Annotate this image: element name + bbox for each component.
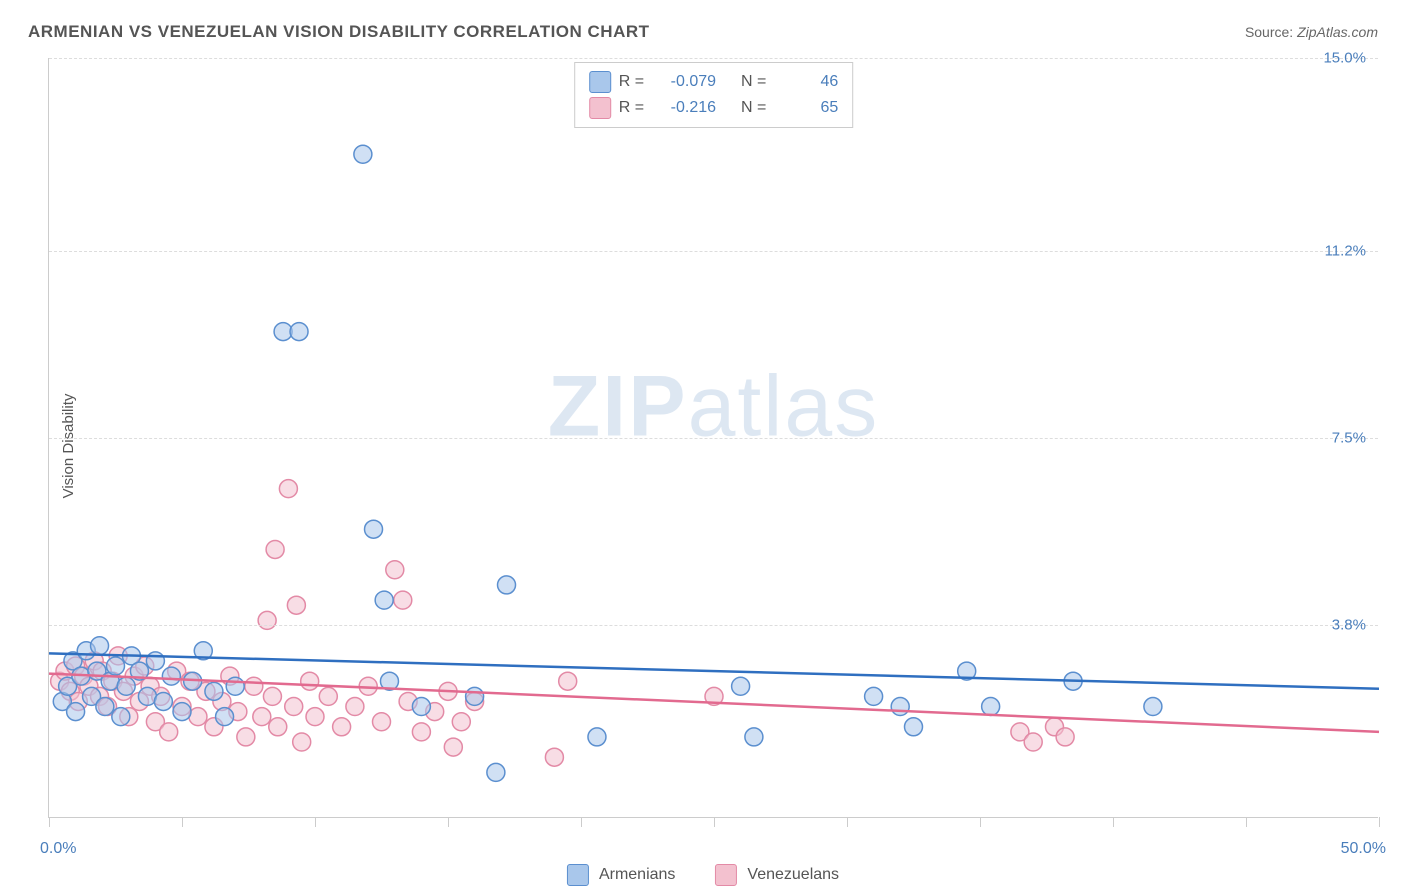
source-attribution: Source: ZipAtlas.com: [1245, 24, 1378, 40]
data-point: [287, 596, 305, 614]
data-point: [293, 733, 311, 751]
data-point: [258, 611, 276, 629]
y-tick-label: 15.0%: [1323, 50, 1366, 67]
data-point: [146, 652, 164, 670]
data-point: [732, 677, 750, 695]
gridline: [49, 438, 1378, 439]
data-point: [412, 723, 430, 741]
data-point: [117, 677, 135, 695]
data-point: [444, 738, 462, 756]
data-point: [333, 718, 351, 736]
y-tick-label: 7.5%: [1332, 430, 1366, 447]
x-axis-max-label: 50.0%: [1341, 840, 1386, 858]
plot-area: ZIPatlas R = -0.079 N = 46 R = -0.216 N …: [48, 58, 1378, 818]
x-tick: [49, 817, 50, 827]
data-point: [745, 728, 763, 746]
data-point: [237, 728, 255, 746]
source-value: ZipAtlas.com: [1297, 24, 1378, 40]
data-point: [982, 698, 1000, 716]
x-axis-min-label: 0.0%: [40, 840, 76, 858]
data-point: [306, 708, 324, 726]
data-point: [173, 703, 191, 721]
x-tick: [1246, 817, 1247, 827]
x-tick: [714, 817, 715, 827]
source-label: Source:: [1245, 24, 1293, 40]
data-point: [386, 561, 404, 579]
x-tick: [182, 817, 183, 827]
data-point: [301, 672, 319, 690]
data-point: [67, 703, 85, 721]
gridline: [49, 625, 1378, 626]
data-point: [319, 687, 337, 705]
data-point: [245, 677, 263, 695]
gridline: [49, 251, 1378, 252]
data-point: [279, 480, 297, 498]
x-tick: [1113, 817, 1114, 827]
data-point: [285, 698, 303, 716]
data-point: [162, 667, 180, 685]
data-point: [96, 698, 114, 716]
legend-item-armenians: Armenians: [567, 864, 675, 886]
x-tick: [448, 817, 449, 827]
data-point: [290, 323, 308, 341]
x-tick: [1379, 817, 1380, 827]
data-point: [1024, 733, 1042, 751]
data-point: [253, 708, 271, 726]
data-point: [365, 520, 383, 538]
series-legend: Armenians Venezuelans: [567, 864, 839, 886]
data-point: [205, 682, 223, 700]
gridline: [49, 58, 1378, 59]
legend-label-venezuelans: Venezuelans: [747, 866, 839, 884]
data-point: [263, 687, 281, 705]
data-point: [394, 591, 412, 609]
data-point: [588, 728, 606, 746]
data-point: [559, 672, 577, 690]
data-point: [545, 748, 563, 766]
data-point: [269, 718, 287, 736]
data-point: [91, 637, 109, 655]
data-point: [891, 698, 909, 716]
data-point: [226, 677, 244, 695]
data-point: [865, 687, 883, 705]
y-tick-label: 11.2%: [1325, 242, 1366, 259]
data-point: [216, 708, 234, 726]
chart-title: ARMENIAN VS VENEZUELAN VISION DISABILITY…: [28, 22, 650, 42]
data-point: [354, 145, 372, 163]
x-tick: [847, 817, 848, 827]
data-point: [346, 698, 364, 716]
x-tick: [315, 817, 316, 827]
x-tick: [980, 817, 981, 827]
data-point: [107, 657, 125, 675]
data-point: [373, 713, 391, 731]
legend-swatch-venezuelans: [715, 864, 737, 886]
data-point: [375, 591, 393, 609]
legend-swatch-armenians: [567, 864, 589, 886]
data-point: [412, 698, 430, 716]
data-point: [452, 713, 470, 731]
legend-label-armenians: Armenians: [599, 866, 675, 884]
data-point: [112, 708, 130, 726]
data-point: [266, 540, 284, 558]
x-tick: [581, 817, 582, 827]
data-point: [498, 576, 516, 594]
data-point: [487, 763, 505, 781]
data-point: [1056, 728, 1074, 746]
data-point: [1144, 698, 1162, 716]
data-point: [466, 687, 484, 705]
data-point: [905, 718, 923, 736]
y-tick-label: 3.8%: [1332, 617, 1366, 634]
legend-item-venezuelans: Venezuelans: [715, 864, 839, 886]
data-point: [154, 692, 172, 710]
data-point: [160, 723, 178, 741]
